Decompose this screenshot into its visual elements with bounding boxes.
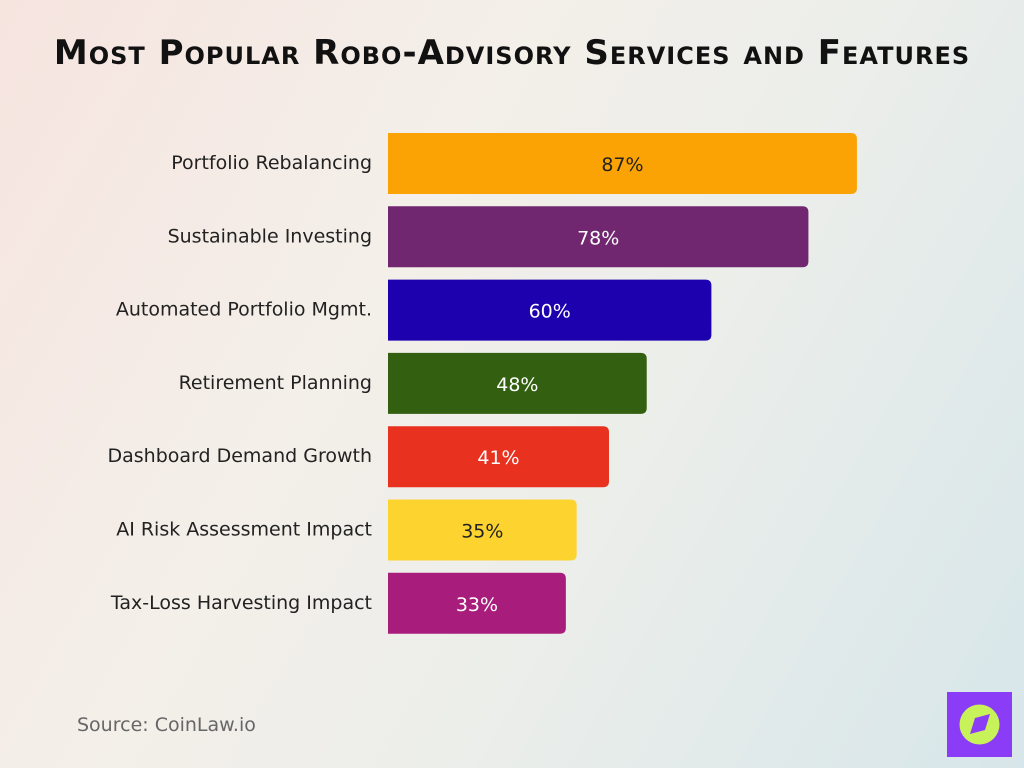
logo [947, 692, 1012, 757]
value-label: 41% [477, 447, 519, 469]
category-label: AI Risk Assessment Impact [116, 519, 372, 541]
category-label: Retirement Planning [179, 372, 372, 394]
chart-title: Most Popular Robo-Advisory Services and … [54, 33, 970, 73]
category-label: Dashboard Demand Growth [107, 445, 372, 467]
source: Source: CoinLaw.io [77, 714, 256, 736]
category-label: Sustainable Investing [168, 225, 372, 247]
bar [388, 206, 809, 268]
category-label: Automated Portfolio Mgmt. [116, 299, 372, 321]
value-label: 35% [461, 521, 503, 543]
bar [388, 279, 712, 341]
bar [388, 499, 577, 561]
value-label: 87% [601, 154, 643, 176]
category-label: Portfolio Rebalancing [171, 152, 372, 174]
bar [388, 572, 566, 634]
value-label: 60% [529, 301, 571, 323]
category-label: Tax-Loss Harvesting Impact [110, 592, 372, 614]
value-label: 33% [456, 594, 498, 616]
value-label: 78% [577, 227, 619, 249]
bar [388, 352, 647, 414]
bar [388, 133, 857, 194]
value-label: 48% [496, 374, 538, 396]
bar [388, 426, 609, 488]
